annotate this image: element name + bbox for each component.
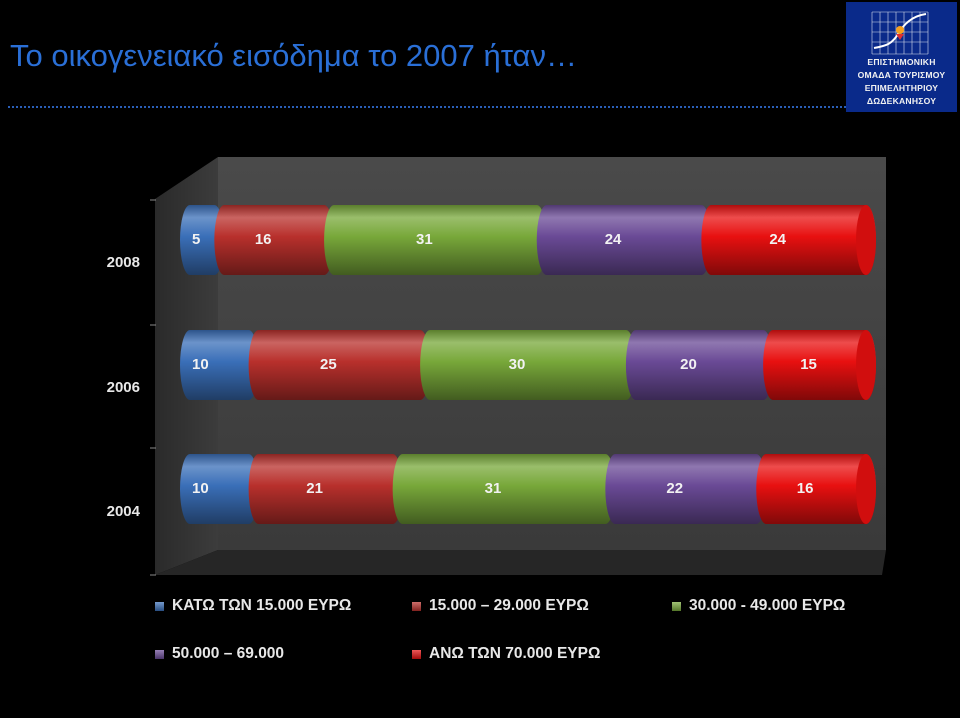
bar-segment — [625, 330, 774, 400]
data-label: 31 — [485, 480, 502, 497]
bar-end-cap — [856, 205, 876, 275]
category-label: 2006 — [107, 379, 140, 396]
logo-line: ΔΩΔΕΚΑΝΗΣΟΥ — [866, 96, 937, 106]
bar-segment — [248, 454, 403, 524]
bar-segment — [180, 454, 259, 524]
data-label: 5 — [192, 231, 200, 248]
data-label: 25 — [320, 356, 337, 373]
bar-segment — [392, 454, 616, 524]
data-label: 24 — [769, 231, 786, 248]
slide-title: Το οικογενειακό εισόδημα το 2007 ήταν… — [10, 38, 577, 73]
bar-segment — [701, 205, 876, 275]
data-label: 10 — [192, 356, 209, 373]
bar-segment — [605, 454, 767, 524]
logo-line: ΕΠΙΣΤΗΜΟΝΙΚΗ — [867, 57, 936, 67]
data-label: 24 — [605, 231, 622, 248]
data-label: 15 — [800, 356, 817, 373]
logo-line: ΟΜΑΔΑ ΤΟΥΡΙΣΜΟΥ — [857, 70, 946, 80]
bar-end-cap — [856, 330, 876, 400]
data-label: 10 — [192, 480, 209, 497]
bar-segment — [180, 330, 259, 400]
bar-segment — [324, 205, 547, 275]
logo-graph-icon — [871, 11, 929, 55]
data-label: 16 — [255, 231, 272, 248]
data-label: 20 — [680, 356, 697, 373]
category-label: 2008 — [107, 254, 140, 271]
category-label: 2004 — [107, 503, 141, 520]
chart-floor — [155, 550, 886, 575]
bar-segment — [420, 330, 636, 400]
bar-segment — [214, 205, 335, 275]
data-label: 22 — [666, 480, 683, 497]
data-label: 31 — [416, 231, 433, 248]
data-label: 30 — [509, 356, 526, 373]
bar-end-cap — [856, 454, 876, 524]
bar-segment — [536, 205, 712, 275]
organization-logo: ΕΠΙΣΤΗΜΟΝΙΚΗ ΟΜΑΔΑ ΤΟΥΡΙΣΜΟΥ ΕΠΙΜΕΛΗΤΗΡΙ… — [846, 2, 957, 112]
logo-line: ΕΠΙΜΕΛΗΤΗΡΙΟΥ — [864, 83, 939, 93]
data-label: 21 — [306, 480, 323, 497]
bar-segment — [248, 330, 431, 400]
logo-text: ΕΠΙΣΤΗΜΟΝΙΚΗ ΟΜΑΔΑ ΤΟΥΡΙΣΜΟΥ ΕΠΙΜΕΛΗΤΗΡΙ… — [846, 56, 957, 108]
bar-segment — [763, 330, 876, 400]
bar-segment — [180, 205, 225, 275]
data-label: 16 — [797, 480, 814, 497]
title-divider — [8, 106, 846, 108]
bar-segment — [756, 454, 876, 524]
